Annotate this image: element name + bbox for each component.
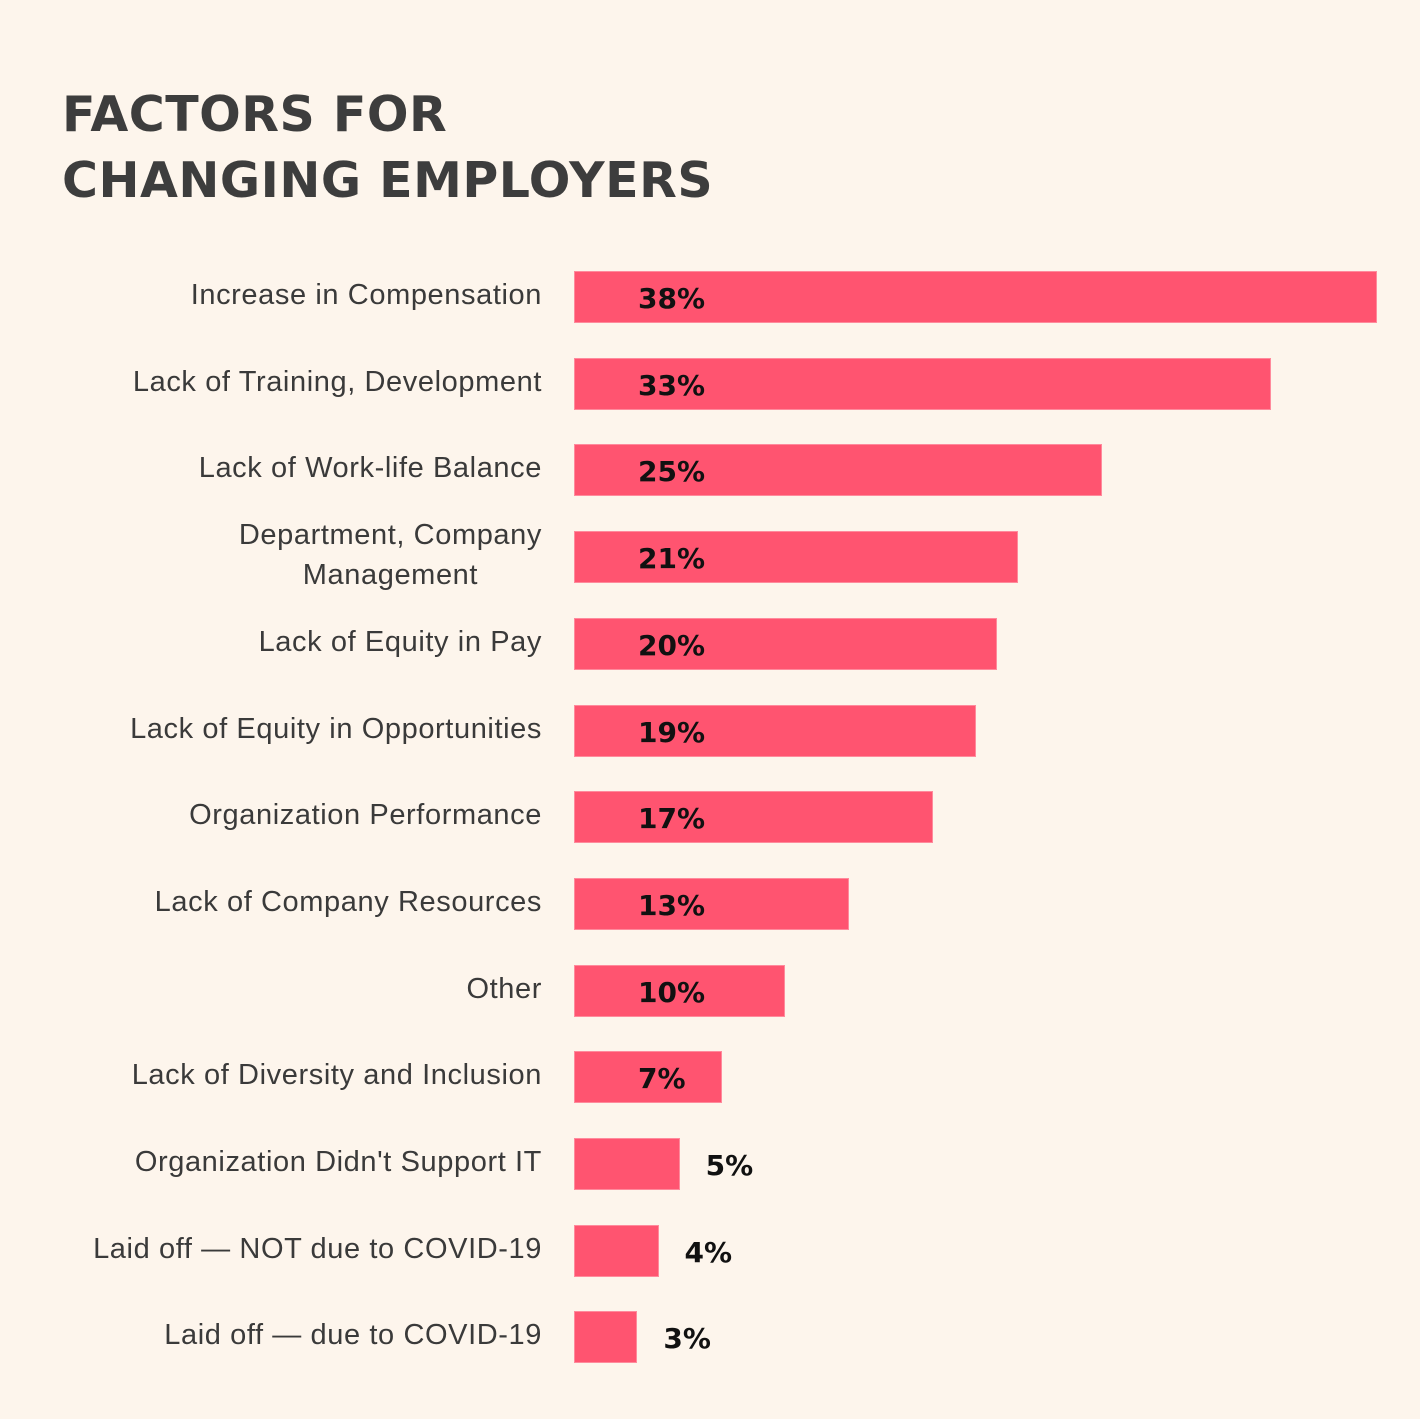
category-label: Increase in Compensation xyxy=(190,279,542,311)
value-label: 3% xyxy=(663,1322,711,1356)
category-label: Organization Didn't Support IT xyxy=(134,1146,542,1178)
category-label: Laid off — NOT due to COVID-19 xyxy=(93,1232,542,1265)
category-label: Lack of Training, Development xyxy=(132,365,542,398)
bar xyxy=(574,704,976,757)
bar xyxy=(574,1311,638,1364)
category-label: Department, Company Management xyxy=(238,519,542,592)
category-label: Lack of Equity in Pay xyxy=(258,625,542,658)
category-label: Laid off — due to COVID-19 xyxy=(164,1319,542,1352)
category-label: Other xyxy=(466,972,542,1005)
value-label: 5% xyxy=(705,1149,754,1182)
bar xyxy=(574,1224,659,1277)
value-label: 19% xyxy=(638,715,706,749)
category-label: Organization Performance xyxy=(189,799,542,832)
value-label: 7% xyxy=(638,1062,686,1096)
value-label: 13% xyxy=(638,888,706,922)
bar xyxy=(574,357,1272,410)
bar xyxy=(574,791,934,844)
value-label: 10% xyxy=(638,975,706,1009)
bar xyxy=(574,1051,722,1104)
value-label: 21% xyxy=(638,542,706,576)
value-label: 38% xyxy=(638,282,706,315)
chart-title: FACTORS FOR CHANGING EMPLOYERS xyxy=(62,86,714,209)
category-label: Lack of Diversity and Inclusion xyxy=(131,1059,542,1092)
category-label: Lack of Company Resources xyxy=(154,885,542,918)
value-label: 20% xyxy=(638,628,706,662)
bar xyxy=(574,877,849,930)
value-label: 17% xyxy=(638,802,706,836)
value-label: 4% xyxy=(684,1235,733,1269)
bar xyxy=(574,617,997,670)
value-label: 25% xyxy=(638,455,706,489)
category-label: Lack of Equity in Opportunities xyxy=(130,712,542,745)
bar xyxy=(574,444,1103,497)
value-label: 33% xyxy=(638,368,706,402)
bar xyxy=(574,1138,680,1190)
bar xyxy=(574,964,786,1017)
bar xyxy=(574,271,1377,323)
bar xyxy=(574,531,1018,584)
category-label: Lack of Work-life Balance xyxy=(198,452,542,485)
